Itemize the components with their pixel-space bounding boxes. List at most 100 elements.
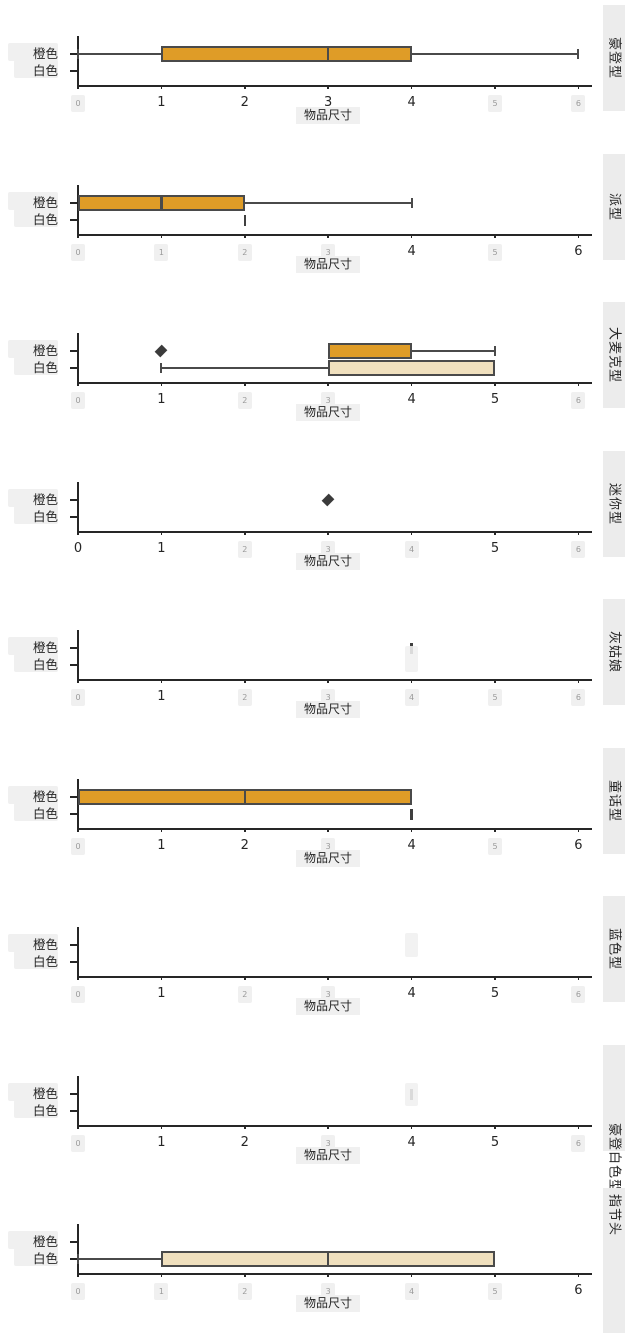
tick-highlight-patch: [404, 1283, 419, 1300]
tick-highlight-patch: [237, 392, 252, 409]
facet-panel: 橙色 白色 0 1 2 3 4 5 6 物品尺寸 迷你型: [0, 446, 628, 595]
x-tick-label: 6: [575, 990, 581, 999]
x-tick-label: 4: [407, 838, 416, 853]
x-tick-mark: [244, 976, 246, 980]
variety-label: 童话型: [606, 779, 622, 823]
facet-band: [603, 1045, 625, 1151]
y-label-highlight-patch: [8, 637, 58, 655]
x-tick-mark: [77, 828, 79, 832]
y-tick-mark: [70, 944, 77, 946]
x-tick-label: 0: [75, 990, 81, 999]
variety-label: 大麦克型: [606, 326, 622, 384]
whisker-cap-low: [160, 363, 163, 373]
y-tick-mark: [70, 499, 77, 501]
x-tick-mark: [327, 234, 329, 238]
x-tick-label: 3: [325, 1139, 331, 1148]
x-tick-label: 1: [157, 689, 166, 704]
x-tick-mark: [494, 976, 496, 980]
x-tick-label: 3: [325, 545, 331, 554]
tick-highlight-patch: [237, 541, 252, 558]
facet-band: [603, 5, 625, 111]
y-category-label: 白色: [32, 806, 58, 821]
x-tick-mark: [244, 679, 246, 683]
variety-label: 派型: [606, 192, 622, 222]
facet-band: [603, 748, 625, 854]
x-tick-mark: [577, 976, 580, 980]
x-tick-label: 4: [409, 693, 415, 702]
x-tick-mark: [410, 1273, 413, 1277]
y-label-highlight-patch: [8, 1083, 58, 1101]
tick-highlight-patch: [71, 986, 85, 1003]
x-axis-line: [78, 976, 592, 978]
variety-label: 灰姑娘: [606, 630, 622, 674]
y-tick-mark: [70, 647, 77, 649]
x-tick-label: 1: [157, 986, 166, 1001]
x-axis-line: [78, 679, 592, 681]
tick-highlight-patch: [571, 392, 586, 409]
facet-panel: 橙色 白色 0 1 2 3 4 5 6 物品尺寸 派型: [0, 149, 628, 298]
x-tick-mark: [494, 234, 496, 238]
y-category-label: 白色: [32, 954, 58, 969]
x-tick-mark: [410, 1125, 413, 1129]
y-category-label: 橙色: [32, 195, 58, 210]
x-tick-mark: [410, 828, 413, 832]
x-tick-label: 2: [242, 693, 248, 702]
x-tick-mark: [327, 85, 329, 89]
y-axis-spine: [77, 779, 79, 828]
x-tick-mark: [494, 1125, 496, 1129]
y-category-label: 橙色: [32, 640, 58, 655]
x-axis-line: [78, 1273, 592, 1275]
x-tick-mark: [244, 1125, 246, 1129]
y-category-label: 白色: [32, 1103, 58, 1118]
whisker-high: [411, 53, 579, 55]
x-tick-label: 0: [75, 99, 81, 108]
x-tick-mark: [160, 828, 163, 832]
x-tick-mark: [160, 234, 163, 238]
y-label-highlight-patch: [14, 60, 58, 78]
x-tick-label: 3: [324, 95, 333, 110]
x-axis-line: [78, 1125, 592, 1127]
tick-highlight-patch: [71, 838, 85, 855]
x-tick-mark: [494, 382, 496, 386]
whisker-low: [78, 1258, 162, 1260]
y-tick-mark: [70, 1241, 77, 1243]
x-tick-label: 6: [574, 1283, 583, 1298]
x-tick-mark: [577, 679, 580, 683]
variety-label: 迷你型: [606, 482, 622, 526]
y-label-highlight-patch: [14, 1100, 58, 1118]
y-label-highlight-patch: [14, 1248, 58, 1266]
y-tick-mark: [70, 202, 77, 204]
y-label-highlight-patch: [8, 1231, 58, 1249]
x-tick-mark: [577, 828, 580, 832]
tick-highlight-patch: [154, 244, 169, 261]
x-tick-mark: [577, 1273, 580, 1277]
x-tick-label: 0: [75, 396, 81, 405]
x-tick-mark: [244, 1273, 246, 1277]
whisker-cap-low: [77, 1254, 79, 1264]
median-line: [326, 46, 330, 62]
x-tick-mark: [244, 234, 246, 238]
highlight-patch: [405, 933, 419, 957]
x-tick-label: 4: [407, 1135, 416, 1150]
facet-panel: 橙色 白色 0 1 2 3 4 5 6 物品尺寸 豪登型: [0, 0, 628, 149]
x-tick-label: 2: [242, 396, 248, 405]
x-tick-label: 6: [574, 244, 583, 259]
x-axis-line: [78, 85, 592, 87]
x-tick-mark: [160, 382, 163, 386]
x-tick-label: 5: [490, 986, 500, 1001]
tick-highlight-patch: [237, 1283, 252, 1300]
facet-panel: 橙色 白色 0 1 2 3 4 5 6 物品尺寸 童话型: [0, 743, 628, 892]
x-tick-mark: [160, 85, 163, 89]
x-tick-label: 3: [325, 693, 331, 702]
x-tick-label: 5: [492, 248, 498, 257]
y-axis-spine: [77, 36, 79, 85]
facet-panel: 橙色 白色 0 1 2 3 4 5 6 物品尺寸 豪登白色型: [0, 1040, 628, 1193]
box-orange: [328, 343, 412, 359]
y-tick-mark: [70, 813, 77, 815]
x-tick-mark: [577, 531, 580, 535]
facet-band: [603, 599, 625, 705]
x-tick-mark: [77, 1125, 79, 1129]
outlier-diamond: [155, 344, 168, 358]
x-tick-mark: [494, 85, 496, 89]
